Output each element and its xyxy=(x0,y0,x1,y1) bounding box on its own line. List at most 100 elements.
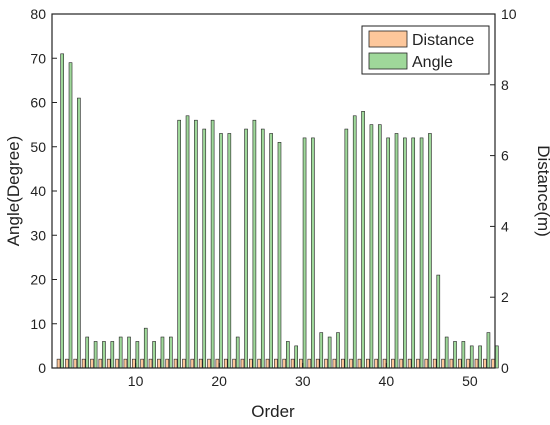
bar-distance xyxy=(315,358,320,369)
bar-distance xyxy=(240,358,245,369)
bar-distance xyxy=(115,358,119,369)
bar-distance xyxy=(198,358,203,369)
bar-angle xyxy=(327,336,332,369)
bar-angle xyxy=(302,137,307,369)
y-left-tick-label: 60 xyxy=(30,95,46,111)
bar-distance xyxy=(131,358,136,369)
bar-angle xyxy=(185,115,190,369)
bar-distance xyxy=(157,358,161,369)
bar-angle xyxy=(160,336,165,369)
bar-distance xyxy=(382,358,387,369)
bar-angle xyxy=(461,341,466,369)
bar-angle xyxy=(478,345,482,369)
x-axis-title: Order xyxy=(251,402,295,421)
bar-angle xyxy=(202,128,207,369)
bar-angle xyxy=(428,133,432,369)
legend-swatch-angle xyxy=(368,52,408,70)
bar-angle xyxy=(394,133,399,369)
bar-angle xyxy=(135,341,140,369)
bar-angle xyxy=(319,332,324,369)
legend-swatch-distance xyxy=(368,30,408,48)
bar-angle xyxy=(286,341,290,369)
bar-angle xyxy=(377,124,382,369)
bar-angle xyxy=(93,341,98,369)
y-right-tick-label: 2 xyxy=(501,289,509,305)
bar-distance xyxy=(449,358,454,369)
bar-distance xyxy=(56,358,61,369)
bar-distance xyxy=(491,358,496,369)
bar-distance xyxy=(416,358,420,369)
y-left-tick-label: 20 xyxy=(30,272,46,288)
bar-angle xyxy=(277,142,282,369)
bar-distance xyxy=(466,358,470,369)
bar-distance xyxy=(223,358,228,369)
bar-angle xyxy=(68,62,73,369)
bar-distance xyxy=(190,358,195,369)
bar-distance xyxy=(349,358,353,369)
bar-angle xyxy=(336,332,340,369)
ticks-group: 10 20 30 40 50 0 10 20 30 40 50 60 70 80 0 2 4 6 8 10 xyxy=(30,6,516,389)
bar-angle xyxy=(311,137,315,369)
bar-distance xyxy=(374,358,378,369)
y-left-tick-label: 50 xyxy=(30,139,46,155)
bar-angle xyxy=(118,336,123,369)
x-tick-label: 20 xyxy=(211,373,227,389)
bar-angle xyxy=(252,119,257,369)
bar-distance xyxy=(90,358,94,369)
bar-distance xyxy=(207,358,211,369)
y-right-tick-label: 10 xyxy=(501,6,517,22)
y-right-tick-label: 8 xyxy=(501,77,509,93)
bars-group xyxy=(56,53,499,369)
y-right-tick-label: 0 xyxy=(501,360,509,376)
bar-angle xyxy=(110,341,115,369)
bar-angle xyxy=(386,137,390,369)
x-tick-label: 40 xyxy=(379,373,395,389)
x-tick-label: 10 xyxy=(128,373,144,389)
bar-distance xyxy=(140,358,144,369)
bar-angle xyxy=(369,124,374,369)
bar-angle xyxy=(260,128,265,369)
bar-distance xyxy=(173,358,178,369)
bar-angle xyxy=(244,128,248,369)
y-left-tick-label: 40 xyxy=(30,183,46,199)
bar-distance xyxy=(324,358,328,369)
bar-angle xyxy=(127,336,131,369)
bar-distance xyxy=(391,358,395,369)
bar-distance xyxy=(232,358,236,369)
y-left-tick-label: 10 xyxy=(30,316,46,332)
bar-distance xyxy=(182,358,186,369)
bar-distance xyxy=(332,358,337,369)
bar-angle xyxy=(177,119,181,369)
bar-distance xyxy=(441,358,445,369)
bar-distance xyxy=(399,358,404,369)
right-axis-title: Distance(m) xyxy=(534,145,550,237)
bar-distance xyxy=(282,358,287,369)
bar-distance xyxy=(249,358,253,369)
bar-distance xyxy=(366,358,370,369)
bar-distance xyxy=(407,358,412,369)
bar-distance xyxy=(106,358,111,369)
bar-distance xyxy=(483,358,487,369)
bar-distance xyxy=(215,358,220,369)
bar-angle xyxy=(77,97,81,369)
bar-distance xyxy=(457,358,462,369)
bar-distance xyxy=(474,358,479,369)
bar-distance xyxy=(274,358,278,369)
bar-angle xyxy=(444,336,449,369)
bar-angle xyxy=(403,137,407,369)
left-axis-title: Angle(Degree) xyxy=(4,136,23,247)
bar-angle xyxy=(352,115,357,369)
bar-distance xyxy=(257,358,261,369)
bar-distance xyxy=(165,358,170,369)
bar-angle xyxy=(494,345,499,369)
legend: Distance Angle xyxy=(361,25,490,75)
bar-distance xyxy=(299,358,303,369)
x-tick-label: 50 xyxy=(462,373,478,389)
bar-angle xyxy=(85,336,90,369)
legend-label-angle: Angle xyxy=(412,54,453,71)
bar-angle xyxy=(361,111,365,369)
bar-angle xyxy=(294,345,299,369)
y-left-tick-label: 30 xyxy=(30,227,46,243)
bar-angle xyxy=(169,336,173,369)
bar-angle xyxy=(210,119,215,369)
